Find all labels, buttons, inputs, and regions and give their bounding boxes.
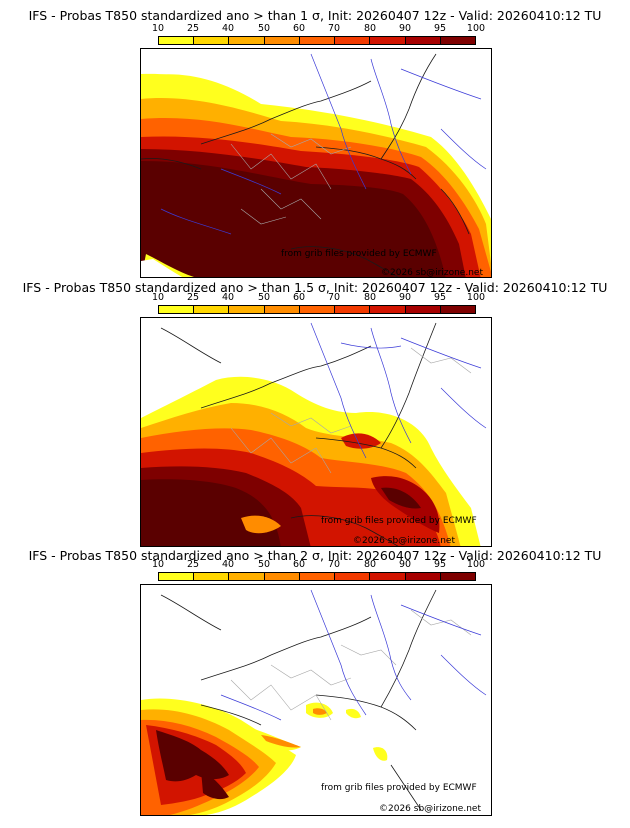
probability-field	[141, 73, 491, 277]
panel-2-map: from grib files provided by ECMWF ©2026 …	[140, 317, 492, 547]
region-borders	[230, 609, 472, 721]
credit-copyright: ©2026 sb@irizone.net	[381, 268, 483, 278]
panel-3-colorbar: 10 25 40 50 60 70 80 90 95 100	[152, 559, 485, 583]
rivers	[220, 589, 487, 721]
colorbar-swatch	[194, 37, 230, 44]
colorbar-labels: 10 25 40 50 60 70 80 90 95 100	[152, 23, 485, 35]
credit-source: from grib files provided by ECMWF	[321, 783, 477, 793]
colorbar-tick: 95	[433, 559, 447, 570]
region-borders	[230, 347, 472, 474]
colorbar-swatch	[299, 573, 336, 580]
panel-2-colorbar: 10 25 40 50 60 70 80 90 95 100	[152, 292, 485, 316]
colorbar-tick: 70	[327, 23, 341, 34]
colorbar-tick: 90	[398, 292, 412, 303]
colorbar-tick: 50	[257, 23, 271, 34]
colorbar-tick: 90	[398, 23, 412, 34]
colorbar-tick: 100	[466, 292, 486, 303]
colorbar-swatch	[335, 306, 371, 313]
panel-1-title: IFS - Probas T850 standardized ano > tha…	[28, 8, 602, 23]
country-borders	[160, 322, 437, 546]
colorbar-labels: 10 25 40 50 60 70 80 90 95 100	[152, 292, 485, 304]
probability-map-1: from grib files provided by ECMWF ©2026 …	[141, 53, 491, 278]
probability-field	[141, 376, 481, 546]
colorbar-tick: 40	[221, 559, 235, 570]
colorbar-tick: 90	[398, 559, 412, 570]
colorbar-swatch	[229, 573, 265, 580]
colorbar-tick: 10	[151, 23, 165, 34]
colorbar-tick: 25	[186, 23, 200, 34]
colorbar-swatch	[264, 573, 300, 580]
panel-1-colorbar: 10 25 40 50 60 70 80 90 95 100	[152, 23, 485, 47]
colorbar-tick: 10	[151, 559, 165, 570]
colorbar-swatches	[158, 305, 476, 314]
colorbar-tick: 80	[363, 559, 377, 570]
colorbar-swatch	[405, 573, 441, 580]
colorbar-swatch	[440, 573, 475, 580]
colorbar-tick: 100	[466, 559, 486, 570]
colorbar-swatch	[159, 573, 195, 580]
colorbar-swatch	[405, 306, 441, 313]
colorbar-labels: 10 25 40 50 60 70 80 90 95 100	[152, 559, 485, 571]
colorbar-tick: 50	[257, 559, 271, 570]
probability-map-2: from grib files provided by ECMWF ©2026 …	[141, 322, 487, 546]
colorbar-tick: 60	[292, 23, 306, 34]
colorbar-swatch	[229, 306, 265, 313]
colorbar-swatch	[264, 37, 300, 44]
colorbar-tick: 60	[292, 559, 306, 570]
country-borders	[160, 589, 437, 811]
colorbar-swatches	[158, 36, 476, 45]
colorbar-swatch	[159, 306, 195, 313]
colorbar-tick: 70	[327, 559, 341, 570]
colorbar-swatch	[299, 37, 336, 44]
colorbar-swatch	[405, 37, 441, 44]
colorbar-tick: 25	[186, 559, 200, 570]
colorbar-tick: 40	[221, 292, 235, 303]
colorbar-swatch	[299, 306, 336, 313]
credit-copyright: ©2026 sb@irizone.net	[379, 804, 481, 814]
colorbar-tick: 80	[363, 23, 377, 34]
region-borders	[230, 133, 352, 225]
rivers	[310, 322, 487, 459]
colorbar-swatch	[194, 573, 230, 580]
colorbar-swatch	[370, 37, 406, 44]
colorbar-tick: 25	[186, 292, 200, 303]
colorbar-tick: 100	[466, 23, 486, 34]
colorbar-tick: 70	[327, 292, 341, 303]
colorbar-tick: 40	[221, 23, 235, 34]
credit-copyright: ©2026 sb@irizone.net	[353, 536, 455, 546]
colorbar-tick: 95	[433, 23, 447, 34]
colorbar-swatch	[370, 573, 406, 580]
colorbar-swatch	[159, 37, 195, 44]
probability-field	[141, 698, 388, 815]
colorbar-swatch	[370, 306, 406, 313]
colorbar-swatches	[158, 572, 476, 581]
panel-3-title: IFS - Probas T850 standardized ano > tha…	[28, 548, 602, 563]
colorbar-swatch	[229, 37, 265, 44]
colorbar-swatch	[335, 37, 371, 44]
colorbar-swatch	[264, 306, 300, 313]
colorbar-tick: 60	[292, 292, 306, 303]
colorbar-swatch	[440, 306, 475, 313]
probability-map-3: from grib files provided by ECMWF ©2026 …	[141, 589, 487, 815]
credit-source: from grib files provided by ECMWF	[281, 249, 437, 259]
credit-source: from grib files provided by ECMWF	[321, 516, 477, 526]
panel-2-title: IFS - Probas T850 standardized ano > tha…	[22, 280, 608, 295]
colorbar-tick: 80	[363, 292, 377, 303]
country-borders	[141, 53, 470, 277]
colorbar-tick: 50	[257, 292, 271, 303]
colorbar-swatch	[440, 37, 475, 44]
colorbar-swatch	[335, 573, 371, 580]
rivers	[160, 53, 487, 235]
panel-1-map: from grib files provided by ECMWF ©2026 …	[140, 48, 492, 278]
colorbar-tick: 95	[433, 292, 447, 303]
colorbar-tick: 10	[151, 292, 165, 303]
panel-3-map: from grib files provided by ECMWF ©2026 …	[140, 584, 492, 816]
colorbar-swatch	[194, 306, 230, 313]
